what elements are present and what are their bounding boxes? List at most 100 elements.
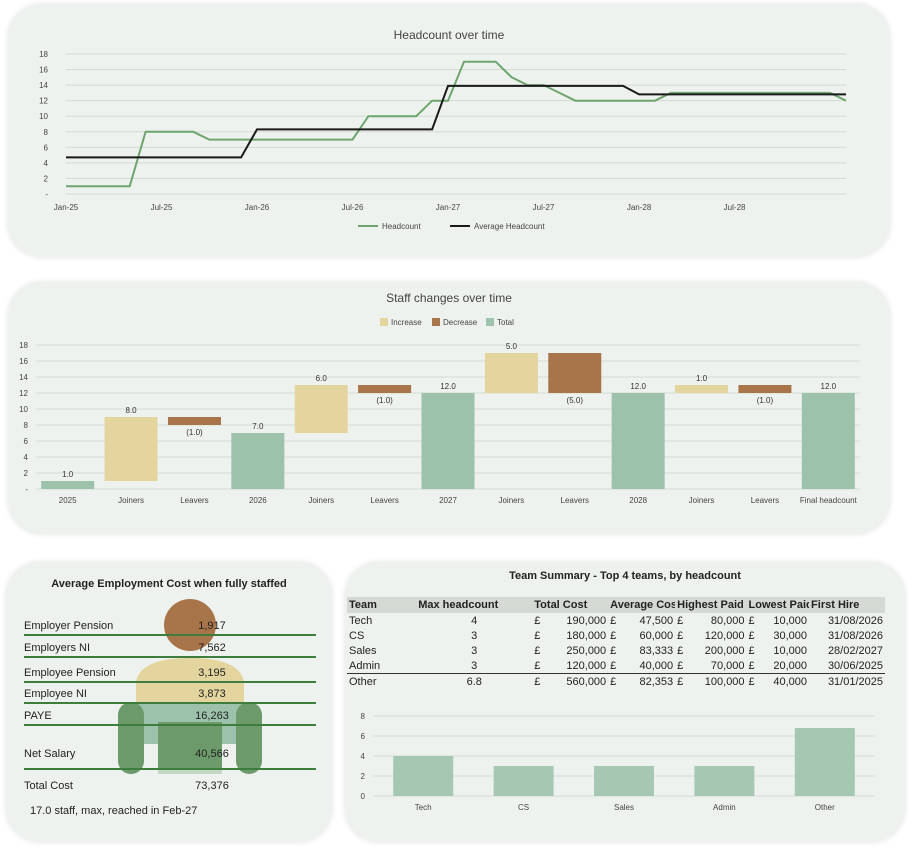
table-cell: 20,000 — [773, 659, 808, 672]
waterfall-bar-total — [41, 481, 95, 489]
legend-swatch — [380, 318, 388, 326]
cost-value: 73,376 — [195, 780, 229, 792]
waterfall-bar-increase — [675, 385, 729, 393]
y-tick-label: 4 — [24, 453, 29, 462]
table-row: CS 3 £180,000 £60,000 £120,000 £30,000 31/08/2… — [347, 628, 885, 643]
staff-changes-waterfall-chart: - 2 4 6 8 10 12 14 16 18 1.0 2025 8.0 Joiners (1.0) Lea… — [19, 318, 860, 505]
legend-label: Decrease — [443, 318, 478, 327]
cost-value: 3,195 — [198, 667, 226, 679]
table-cell: 47,500 — [639, 614, 674, 627]
x-category-label: 2026 — [249, 496, 267, 505]
cost-label: Employee Pension — [24, 667, 116, 679]
y-tick-label: 6 — [24, 437, 29, 446]
table-cell: Admin — [349, 659, 381, 672]
team-summary-table: Team Max headcount Total Cost Average Co… — [347, 597, 885, 689]
y-tick-label: 2 — [44, 174, 49, 183]
team-summary-card: Team Summary - Top 4 teams, by headcount… — [345, 562, 905, 842]
x-tick-label: Jul-27 — [533, 203, 555, 212]
table-cell: 82,353 — [621, 673, 676, 689]
cost-label: Net Salary — [24, 748, 76, 760]
table-cell: £ — [610, 644, 617, 657]
x-category-label: Tech — [415, 803, 432, 812]
table-cell: £ — [610, 659, 617, 672]
y-tick-label: 2 — [24, 469, 29, 478]
cost-row-net-salary: Net Salary 40,566 — [24, 738, 316, 770]
table-cell: Tech — [349, 614, 373, 627]
table-cell: 180,000 — [566, 629, 607, 642]
table-cell: £ — [534, 659, 541, 672]
waterfall-bar-decrease — [738, 385, 792, 393]
max-staff-note: 17.0 staff, max, reached in Feb-27 — [30, 805, 198, 817]
staff-changes-chart-title: Staff changes over time — [386, 291, 512, 305]
table-cell: 3 — [471, 644, 478, 657]
x-category-label: Leavers — [751, 496, 779, 505]
table-cell: 10,000 — [773, 614, 808, 627]
x-tick-label: Jan-28 — [627, 203, 652, 212]
waterfall-bar-decrease — [548, 353, 602, 393]
headcount-chart-title: Headcount over time — [393, 28, 505, 42]
table-cell: £ — [532, 673, 546, 689]
table-cell: 200,000 — [704, 644, 745, 657]
x-tick-label: Jul-28 — [724, 203, 746, 212]
header-highest-paid: Highest Paid — [675, 597, 747, 613]
table-cell: 31/01/2025 — [809, 673, 885, 689]
data-label: 5.0 — [506, 342, 518, 351]
table-cell: £ — [748, 659, 755, 672]
waterfall-bar-increase — [104, 417, 158, 481]
person-figure-graphic — [118, 599, 262, 774]
y-tick-label: 8 — [361, 712, 366, 721]
y-tick-label: 12 — [19, 389, 28, 398]
x-category-label: 2025 — [59, 496, 77, 505]
table-cell: £ — [534, 614, 541, 627]
data-label: 7.0 — [252, 422, 264, 431]
table-cell: Sales — [349, 644, 377, 657]
x-category-label: Sales — [614, 803, 634, 812]
team-summary-title: Team Summary - Top 4 teams, by headcount — [509, 570, 741, 582]
team-table-body: Tech 4 £190,000 £47,500 £80,000 £10,000 31/08/… — [347, 613, 885, 689]
table-cell: £ — [610, 614, 617, 627]
waterfall-bar-increase — [294, 385, 348, 433]
cost-label: PAYE — [24, 710, 52, 722]
data-label: (1.0) — [186, 428, 203, 437]
employment-cost-card: Average Employment Cost when fully staff… — [6, 562, 332, 842]
table-cell: 30,000 — [773, 629, 808, 642]
person-shoulders-shape — [136, 658, 244, 702]
data-label: 1.0 — [696, 374, 708, 383]
table-cell: 6.8 — [416, 673, 533, 689]
table-cell: £ — [677, 614, 684, 627]
table-cell: £ — [748, 614, 755, 627]
data-label: (1.0) — [757, 396, 774, 405]
cost-label: Employer Pension — [24, 620, 114, 632]
legend-label: Average Headcount — [474, 222, 545, 231]
x-category-label: 2027 — [439, 496, 457, 505]
person-waist-shape — [158, 768, 222, 774]
x-tick-label: Jul-25 — [151, 203, 173, 212]
y-tick-label: 8 — [24, 421, 29, 430]
y-tick-label: 18 — [39, 50, 48, 59]
x-category-label: 2028 — [629, 496, 647, 505]
cost-row-paye: PAYE 16,263 — [24, 704, 316, 726]
y-tick-label: 4 — [44, 159, 49, 168]
table-cell: £ — [748, 644, 755, 657]
staff-changes-chart-card: Staff changes over time - 2 4 6 8 10 12 14 16 18 1… — [8, 282, 890, 534]
table-cell: 28/02/2027 — [827, 644, 883, 657]
cost-value: 7,562 — [198, 642, 226, 654]
data-label: 1.0 — [62, 470, 74, 479]
table-cell: 83,333 — [639, 644, 674, 657]
y-tick-label: 4 — [361, 752, 366, 761]
cost-label: Total Cost — [24, 780, 73, 792]
x-category-label: Joiners — [689, 496, 715, 505]
x-tick-label: Jan-26 — [245, 203, 270, 212]
y-tick-label: 6 — [44, 143, 49, 152]
table-cell: £ — [748, 629, 755, 642]
table-cell: 10,000 — [773, 644, 808, 657]
team-bar — [694, 766, 755, 796]
headcount-chart-card: Headcount over time - 2 4 6 8 10 12 14 16 18 Jan-2… — [8, 4, 890, 257]
team-bar — [493, 766, 554, 796]
cost-value: 16,263 — [195, 710, 229, 722]
table-cell: 31/08/2026 — [827, 614, 883, 627]
headcount-series-line — [66, 60, 847, 188]
x-tick-label: Jan-25 — [54, 203, 79, 212]
table-cell: £ — [677, 629, 684, 642]
y-tick-label: 16 — [39, 66, 48, 75]
